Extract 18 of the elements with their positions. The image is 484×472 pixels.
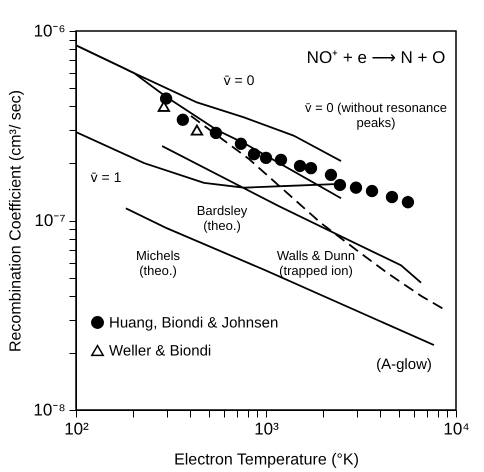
annotation: Michels (theo.)	[136, 248, 181, 278]
x-tick-label: 10³	[254, 420, 280, 438]
annotation: NO⁺ + e ⟶ N + O	[306, 48, 446, 67]
annotation: Walls & Dunn (trapped ion)	[276, 248, 356, 278]
annotation: v̄ = 1	[90, 169, 122, 185]
annotation: v̄ = 0 (without resonance peaks)	[305, 100, 447, 130]
x-tick-label: 10²	[64, 420, 90, 438]
y-tick-label: 10⁻⁶	[34, 22, 66, 40]
legend-label: Huang, Biondi & Johnsen	[109, 314, 278, 332]
annotation: v̄ = 0	[224, 72, 255, 88]
x-axis-title: Electron Temperature (°K)	[174, 452, 359, 468]
annotation: (A-glow)	[376, 356, 432, 373]
y-tick-label: 10⁻⁸	[33, 400, 66, 420]
annotation: Bardsley (theo.)	[196, 203, 248, 233]
y-axis-title: Recombination Coefficient (cm³/ sec)	[7, 90, 24, 352]
y-tick-label: 10⁻⁷	[34, 211, 66, 230]
legend-label: Weller & Biondi	[109, 342, 212, 360]
x-tick-label: 10⁴	[443, 420, 470, 438]
